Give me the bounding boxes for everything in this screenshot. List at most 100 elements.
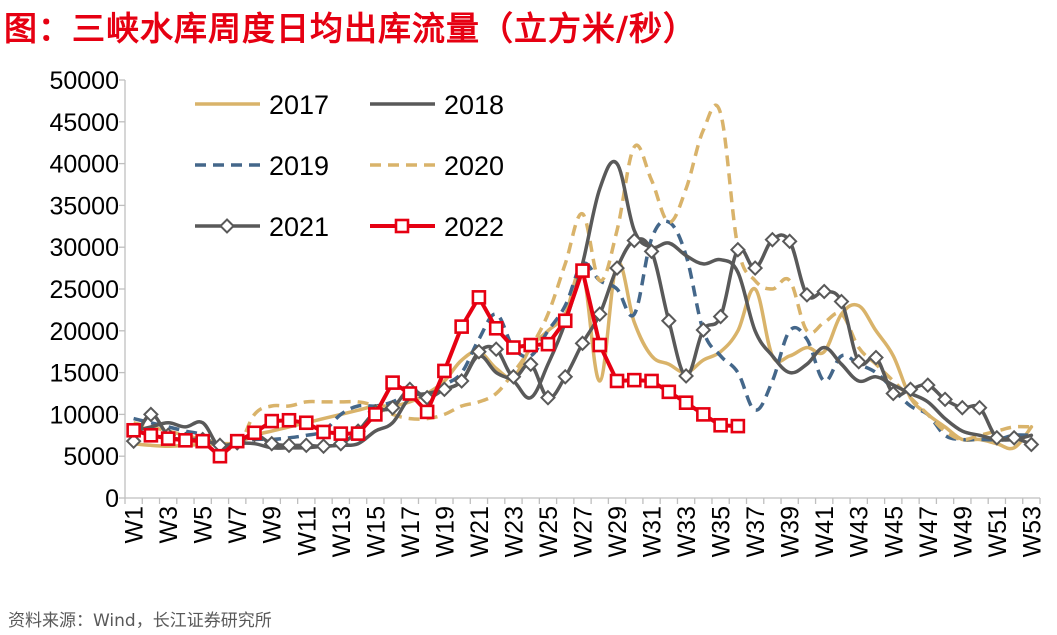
point-2021-w26 bbox=[557, 368, 574, 385]
y-tick-label: 40000 bbox=[49, 151, 119, 179]
point-2021-w45 bbox=[885, 385, 902, 402]
point-2021-w36 bbox=[729, 241, 746, 258]
point-2022-w28 bbox=[592, 337, 608, 353]
point-2022-w33 bbox=[678, 395, 694, 410]
legend-label-2022: 2022 bbox=[444, 212, 504, 242]
x-tick-label: W49 bbox=[949, 506, 977, 557]
point-2021-w39 bbox=[781, 233, 798, 250]
x-tick-label: W37 bbox=[742, 506, 770, 557]
point-2021-w50 bbox=[971, 399, 988, 416]
point-2022-w22 bbox=[488, 320, 504, 336]
y-tick-label: 30000 bbox=[49, 234, 119, 262]
chart-title: 图：三峡水库周度日均出库流量（立方米/秒） bbox=[4, 9, 698, 48]
point-2022-w24 bbox=[523, 337, 539, 353]
y-tick-label: 45000 bbox=[49, 109, 119, 137]
point-2021-w16 bbox=[384, 399, 401, 416]
point-2021-w31 bbox=[643, 243, 660, 260]
legend-item-2018: 2018 bbox=[370, 90, 504, 120]
point-2022-w21 bbox=[471, 290, 487, 305]
legend-label-2017: 2017 bbox=[269, 90, 329, 120]
legend-item-2022: 2022 bbox=[370, 212, 504, 242]
x-tick-label: W17 bbox=[397, 506, 425, 557]
series-2022 bbox=[126, 263, 746, 464]
point-2021-w49 bbox=[954, 399, 971, 416]
point-2021-w25 bbox=[540, 389, 556, 406]
point-2021-w10 bbox=[281, 437, 297, 454]
point-2021-w41 bbox=[816, 283, 833, 300]
series-line-2020 bbox=[133, 103, 1032, 452]
point-2021-w22 bbox=[488, 341, 505, 358]
series-line-2022 bbox=[131, 268, 740, 459]
point-2022-w31 bbox=[644, 373, 659, 389]
x-tick-label: W43 bbox=[846, 506, 874, 557]
point-2021-w42 bbox=[833, 293, 850, 310]
x-tick-label: W15 bbox=[362, 506, 390, 557]
point-2022-w7 bbox=[229, 433, 245, 449]
x-tick-label: W11 bbox=[293, 506, 321, 556]
legend-item-2020: 2020 bbox=[370, 151, 504, 181]
point-2021-w33 bbox=[678, 368, 694, 384]
point-2021-w52 bbox=[1006, 429, 1023, 446]
point-2022-w8 bbox=[247, 425, 262, 441]
point-2022-w11 bbox=[298, 415, 314, 431]
x-tick-label: W47 bbox=[915, 506, 943, 557]
x-tick-label: W13 bbox=[328, 506, 356, 557]
point-2021-w29 bbox=[609, 260, 625, 277]
point-2022-w5 bbox=[195, 433, 210, 449]
y-tick-label: 5000 bbox=[63, 443, 119, 471]
point-2021-w38 bbox=[764, 231, 781, 248]
x-tick-label: W5 bbox=[190, 506, 218, 544]
point-2022-w19 bbox=[437, 363, 452, 379]
y-tick-label: 35000 bbox=[49, 192, 119, 220]
point-2022-w20 bbox=[454, 319, 469, 334]
point-2021-w27 bbox=[574, 335, 591, 352]
point-2021-w51 bbox=[988, 429, 1005, 446]
point-2021-w21 bbox=[471, 343, 487, 360]
legend-label-2018: 2018 bbox=[444, 90, 504, 120]
x-tick-label: W33 bbox=[673, 506, 701, 557]
point-2022-w32 bbox=[661, 384, 677, 400]
point-2021-w48 bbox=[937, 391, 953, 408]
point-2021-w30 bbox=[626, 232, 643, 249]
point-2021-w28 bbox=[591, 306, 608, 322]
point-2021-w9 bbox=[263, 435, 280, 452]
point-2021-w19 bbox=[436, 381, 453, 398]
point-2022-w13 bbox=[333, 426, 349, 441]
point-2022-w35 bbox=[713, 417, 728, 433]
x-tick-label: W19 bbox=[431, 506, 459, 557]
x-tick-label: W7 bbox=[224, 506, 252, 544]
x-tick-label: W21 bbox=[466, 506, 494, 557]
series-2020 bbox=[133, 103, 1032, 452]
legend-item-2017: 2017 bbox=[195, 90, 329, 120]
legend: 2017 2018 2019 2020 2021 2022 bbox=[195, 90, 504, 242]
x-tick-label: W9 bbox=[259, 506, 287, 544]
point-2021-w23 bbox=[505, 368, 522, 385]
x-tick-label: W53 bbox=[1018, 506, 1046, 557]
y-tick-label: 10000 bbox=[49, 401, 119, 429]
point-2022-w23 bbox=[506, 340, 521, 355]
point-2022-w16 bbox=[385, 375, 400, 390]
point-2021-w53 bbox=[1023, 436, 1040, 453]
y-tick-label: 20000 bbox=[49, 318, 119, 346]
x-tick-label: W1 bbox=[121, 506, 149, 544]
point-2022-w27 bbox=[575, 263, 590, 278]
point-2021-w1 bbox=[125, 433, 142, 450]
x-tick-label: W29 bbox=[604, 506, 632, 557]
point-2022-w10 bbox=[281, 412, 297, 428]
point-2022-w30 bbox=[626, 372, 642, 388]
x-tick-label: W35 bbox=[708, 506, 736, 557]
source-note: 资料来源：Wind，长江证券研究所 bbox=[8, 611, 272, 631]
point-2022-w26 bbox=[557, 313, 573, 329]
point-2021-w44 bbox=[868, 349, 884, 366]
point-2021-w43 bbox=[850, 353, 867, 370]
legend-item-2019: 2019 bbox=[195, 151, 329, 181]
point-2021-w46 bbox=[902, 381, 919, 398]
legend-marker-2021 bbox=[219, 218, 235, 234]
point-2021-w20 bbox=[453, 373, 470, 389]
point-2022-w3 bbox=[160, 431, 176, 446]
point-2022-w25 bbox=[540, 336, 556, 352]
legend-item-2021: 2021 bbox=[195, 212, 329, 242]
point-2021-w35 bbox=[712, 308, 729, 325]
point-2021-w37 bbox=[747, 260, 764, 277]
axes: 0 5000 10000 15000 20000 25000 30000 35000 40000… bbox=[49, 67, 1046, 557]
